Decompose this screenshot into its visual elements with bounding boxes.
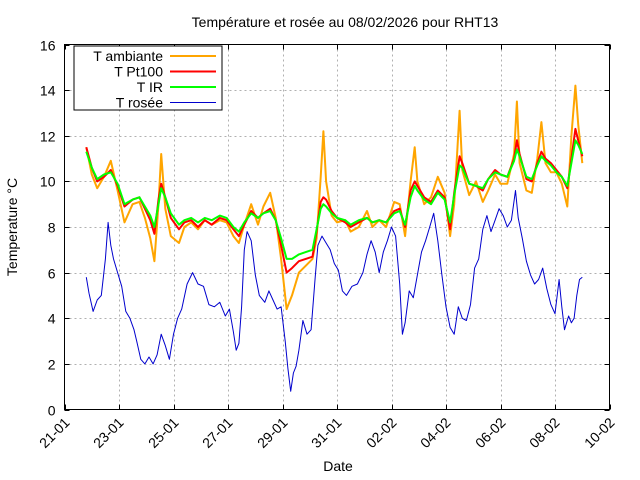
x-tick-label: 06-02 (472, 414, 509, 451)
chart-title: Température et rosée au 08/02/2026 pour … (192, 14, 499, 30)
x-tick-label: 02-02 (363, 414, 400, 451)
x-tick-label: 10-02 (581, 414, 618, 451)
x-tick-label: 25-01 (145, 414, 182, 451)
x-tick-label: 29-01 (254, 414, 291, 451)
legend-label: T ambiante (93, 48, 163, 64)
y-tick-label: 2 (48, 357, 56, 373)
x-tick-label: 31-01 (308, 414, 345, 451)
x-tick-label: 27-01 (199, 414, 236, 451)
y-tick-label: 0 (48, 403, 56, 419)
y-tick-label: 16 (40, 38, 56, 54)
x-tick-label: 08-02 (526, 414, 563, 451)
series-line-4 (85, 190, 583, 392)
y-tick-label: 12 (40, 129, 56, 145)
y-tick-label: 14 (40, 83, 56, 99)
legend-label: T rosée (116, 95, 163, 111)
x-axis-title: Date (323, 458, 353, 474)
y-tick-label: 4 (48, 311, 56, 327)
series-line-1 (85, 84, 584, 311)
series-line-2 (85, 127, 584, 274)
x-tick-label: 23-01 (90, 414, 127, 451)
y-tick-label: 8 (48, 220, 56, 236)
x-tick-label: 04-02 (417, 414, 454, 451)
y-tick-label: 10 (40, 174, 56, 190)
legend-label: T Pt100 (114, 64, 163, 80)
legend-label: T IR (137, 79, 163, 95)
y-tick-label: 6 (48, 266, 56, 282)
series-lines (85, 84, 584, 392)
x-tick-label: 21-01 (36, 414, 73, 451)
y-axis-title: Temperature °C (4, 178, 20, 276)
series-line-3 (85, 139, 584, 260)
